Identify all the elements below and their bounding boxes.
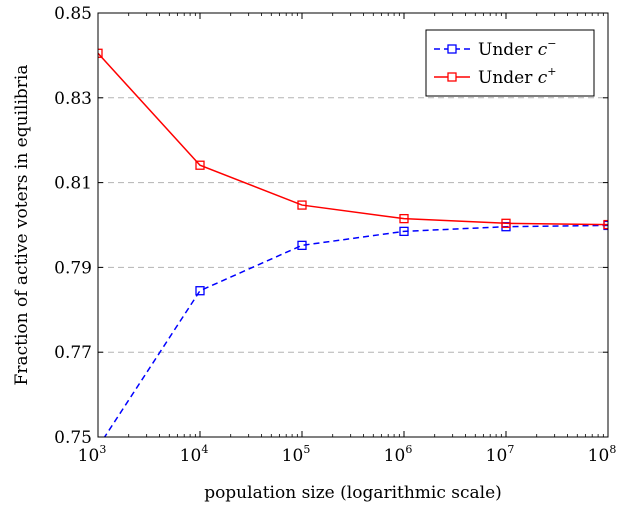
grid-lines — [98, 97, 608, 353]
series-line-c_minus — [103, 224, 608, 437]
series-line-c_plus — [98, 52, 608, 226]
y-tick-label: 0.81 — [54, 174, 92, 194]
x-tick-label: 104 — [180, 443, 209, 466]
data-point-c_minus — [195, 286, 205, 296]
y-axis-label: Fraction of active voters in equilibria — [12, 65, 32, 386]
data-point-c_plus — [297, 200, 307, 210]
x-axis-label: population size (logarithmic scale) — [204, 483, 502, 503]
x-tick-label: 105 — [282, 443, 311, 466]
data-point-c_plus — [603, 219, 608, 230]
data-point-c_plus — [501, 218, 511, 228]
legend-box — [425, 29, 595, 97]
x-tick-label: 106 — [384, 443, 413, 466]
x-tick-label: 108 — [588, 443, 617, 466]
legend: Under c− Under c+ — [425, 29, 595, 97]
data-point-c_plus — [98, 48, 103, 58]
y-tick-label: 0.85 — [54, 4, 92, 24]
tick-labels: 0.75 0.77 0.79 0.81 0.83 0.85 103 104 105 106 107 1… — [54, 4, 616, 466]
legend-marker-c_minus — [447, 44, 457, 54]
legend-label-c_plus: Under c+ — [478, 65, 557, 88]
series-c_plus — [98, 48, 608, 230]
legend-marker-c_plus — [447, 72, 457, 82]
data-point-c_plus — [195, 160, 205, 170]
data-point-c_minus — [297, 240, 307, 251]
series-c_minus — [103, 220, 608, 437]
x-tick-label: 107 — [486, 443, 515, 466]
y-tick-label: 0.77 — [54, 343, 92, 363]
y-tick-label: 0.79 — [54, 258, 92, 278]
data-point-c_minus — [399, 226, 409, 237]
x-tick-label: 103 — [78, 443, 107, 466]
plot-frame — [97, 12, 609, 438]
y-tick-label: 0.75 — [54, 428, 92, 448]
axis-ticks — [97, 12, 609, 438]
legend-label-c_minus: Under c− — [478, 37, 557, 60]
series-layer — [98, 48, 608, 437]
y-tick-label: 0.83 — [54, 89, 92, 109]
data-point-c_plus — [399, 213, 409, 224]
